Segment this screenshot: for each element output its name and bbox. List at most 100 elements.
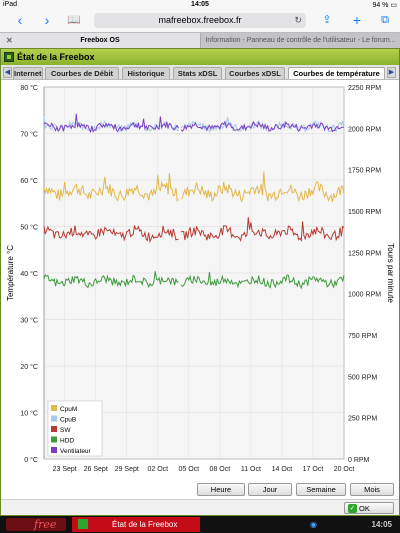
series-line-sw <box>180 217 345 242</box>
y-tick-label: 20 °C <box>20 363 38 371</box>
free-logo[interactable]: free <box>6 518 66 531</box>
y2-tick-label: 1000 RPM <box>348 292 381 299</box>
freebox-app-icon <box>4 52 14 62</box>
y2-tick-label: 2000 RPM <box>348 126 381 133</box>
window-title: État de la Freebox <box>17 52 95 62</box>
system-tray: ◉ 14:05 <box>310 519 396 530</box>
ok-button[interactable]: ✓ OK <box>344 502 394 514</box>
legend-swatch-cpub <box>51 415 57 422</box>
new-tab-icon[interactable]: + <box>352 12 362 28</box>
battery-indicator: 94 % ▭ <box>372 1 397 9</box>
battery-icon: ▭ <box>390 2 397 9</box>
legend-label: CpuM <box>60 406 77 413</box>
device-label: iPad <box>3 1 18 8</box>
battery-level: 94 % <box>372 2 389 9</box>
range-button-bar: Heure Jour Semaine Mois <box>1 483 399 497</box>
y2-tick-label: 2250 RPM <box>348 85 381 92</box>
window-titlebar[interactable]: État de la Freebox <box>1 49 399 65</box>
x-tick-label: 11 Oct <box>241 466 261 473</box>
range-day-button[interactable]: Jour <box>248 483 292 496</box>
y2-tick-label: 250 RPM <box>348 416 377 423</box>
y2-tick-label: 500 RPM <box>348 374 377 381</box>
series-line-hdd <box>43 271 179 289</box>
forward-icon[interactable]: › <box>44 12 50 28</box>
status-time: 14:05 <box>191 1 209 8</box>
browser-toolbar: ‹ › 📖 mafreebox.freebox.fr ↻ ⇪ + ⧉ <box>0 10 400 32</box>
series-line-ventilateur <box>180 120 345 133</box>
range-month-button[interactable]: Mois <box>350 483 394 496</box>
series-line-ventilateur <box>43 113 179 134</box>
url-field[interactable]: mafreebox.freebox.fr ↻ <box>94 13 306 28</box>
y2-tick-label: 0 RPM <box>348 457 370 464</box>
legend-label: SW <box>60 427 71 434</box>
tab-courbes-xdsl[interactable]: Courbes xDSL <box>225 67 285 79</box>
taskbar-item-label: État de la Freebox <box>112 520 178 529</box>
x-tick-label: 23 Sept <box>53 466 77 473</box>
series-line-cpum <box>43 173 179 202</box>
y2-tick-label: 1250 RPM <box>348 250 381 257</box>
y-tick-label: 10 °C <box>20 410 38 418</box>
legend-swatch-cpum <box>51 405 57 411</box>
freebox-app-icon <box>78 519 88 529</box>
browser-tab-strip: ✕ Freebox OS Information - Panneau de co… <box>0 32 400 49</box>
bookmarks-icon[interactable]: 📖 <box>67 14 81 26</box>
tab-stats-xdsl[interactable]: Stats xDSL <box>173 67 222 79</box>
x-tick-label: 26 Sept <box>84 466 108 473</box>
browser-tab-freebox[interactable]: ✕ Freebox OS <box>0 33 200 49</box>
legend-label: CpuB <box>60 417 76 424</box>
series-line-hdd <box>180 271 345 290</box>
window-tab-bar: ◀ Internet Courbes de Débit Historique S… <box>1 65 399 80</box>
y-tick-label: 30 °C <box>20 317 38 325</box>
legend-swatch-sw <box>51 426 57 432</box>
url-text: mafreebox.freebox.fr <box>158 15 242 25</box>
temperature-chart: 0 °C 10 °C 20 °C 30 °C 40 °C 50 °C 60 °C 70 °C 8… <box>1 80 399 475</box>
close-tab-icon[interactable]: ✕ <box>6 36 13 45</box>
y2-axis-title: Tours par minute <box>386 243 395 303</box>
x-tick-label: 17 Oct <box>303 466 324 473</box>
taskbar-item-freebox[interactable]: État de la Freebox <box>72 517 200 532</box>
series-line-sw <box>43 225 179 244</box>
series-line-cpum <box>180 171 345 203</box>
tab-historique[interactable]: Historique <box>122 67 170 79</box>
freebox-window: État de la Freebox ◀ Internet Courbes de… <box>0 48 400 516</box>
y2-tick-label: 1500 RPM <box>348 209 381 216</box>
x-tick-label: 20 Oct <box>334 466 355 473</box>
chart-svg: 0 °C 10 °C 20 °C 30 °C 40 °C 50 °C 60 °C 70 °C 8… <box>6 84 395 473</box>
legend-label: Ventilateur <box>60 448 92 455</box>
y-tick-label: 80 °C <box>20 84 38 92</box>
y2-tick-label: 750 RPM <box>348 333 377 340</box>
range-week-button[interactable]: Semaine <box>296 483 346 496</box>
y-tick-label: 0 °C <box>24 456 38 464</box>
tab-scroll-right-icon[interactable]: ▶ <box>387 67 396 78</box>
tab-scroll-left-icon[interactable]: ◀ <box>3 67 12 78</box>
tab-internet[interactable]: Internet <box>13 67 43 79</box>
share-icon[interactable]: ⇪ <box>322 14 332 26</box>
legend-swatch-ventilateur <box>51 447 57 453</box>
x-tick-label: 02 Oct <box>147 466 168 473</box>
y-tick-label: 60 °C <box>20 177 38 185</box>
browser-tab-label: Freebox OS <box>80 37 120 44</box>
legend-label: HDD <box>60 438 74 445</box>
tray-clock: 14:05 <box>371 520 392 529</box>
check-icon: ✓ <box>348 504 357 513</box>
y-tick-label: 40 °C <box>20 270 38 278</box>
x-tick-label: 05 Oct <box>179 466 200 473</box>
x-tick-label: 14 Oct <box>272 466 293 473</box>
series-line-cpub <box>180 116 345 133</box>
tab-courbes-temperature[interactable]: Courbes de température <box>288 67 385 79</box>
x-tick-label: 08 Oct <box>210 466 231 473</box>
y-axis-title: Température °C <box>6 245 15 301</box>
browser-tab-forum[interactable]: Information - Panneau de contrôle de l'u… <box>200 33 400 49</box>
tabs-icon[interactable]: ⧉ <box>381 14 389 26</box>
legend-swatch-hdd <box>51 436 57 443</box>
back-icon[interactable]: ‹ <box>17 12 23 28</box>
browser-tab-label: Information - Panneau de contrôle de l'u… <box>205 37 396 44</box>
range-hour-button[interactable]: Heure <box>197 483 245 496</box>
freebox-taskbar: free État de la Freebox ◉ 14:05 <box>0 516 400 533</box>
y2-tick-label: 1750 RPM <box>348 168 381 175</box>
dialog-footer: ✓ OK <box>1 499 399 515</box>
y-tick-label: 70 °C <box>20 131 38 139</box>
tab-courbes-debit[interactable]: Courbes de Débit <box>45 67 119 79</box>
wifi-icon[interactable]: ◉ <box>310 520 317 529</box>
reload-icon[interactable]: ↻ <box>294 15 302 25</box>
